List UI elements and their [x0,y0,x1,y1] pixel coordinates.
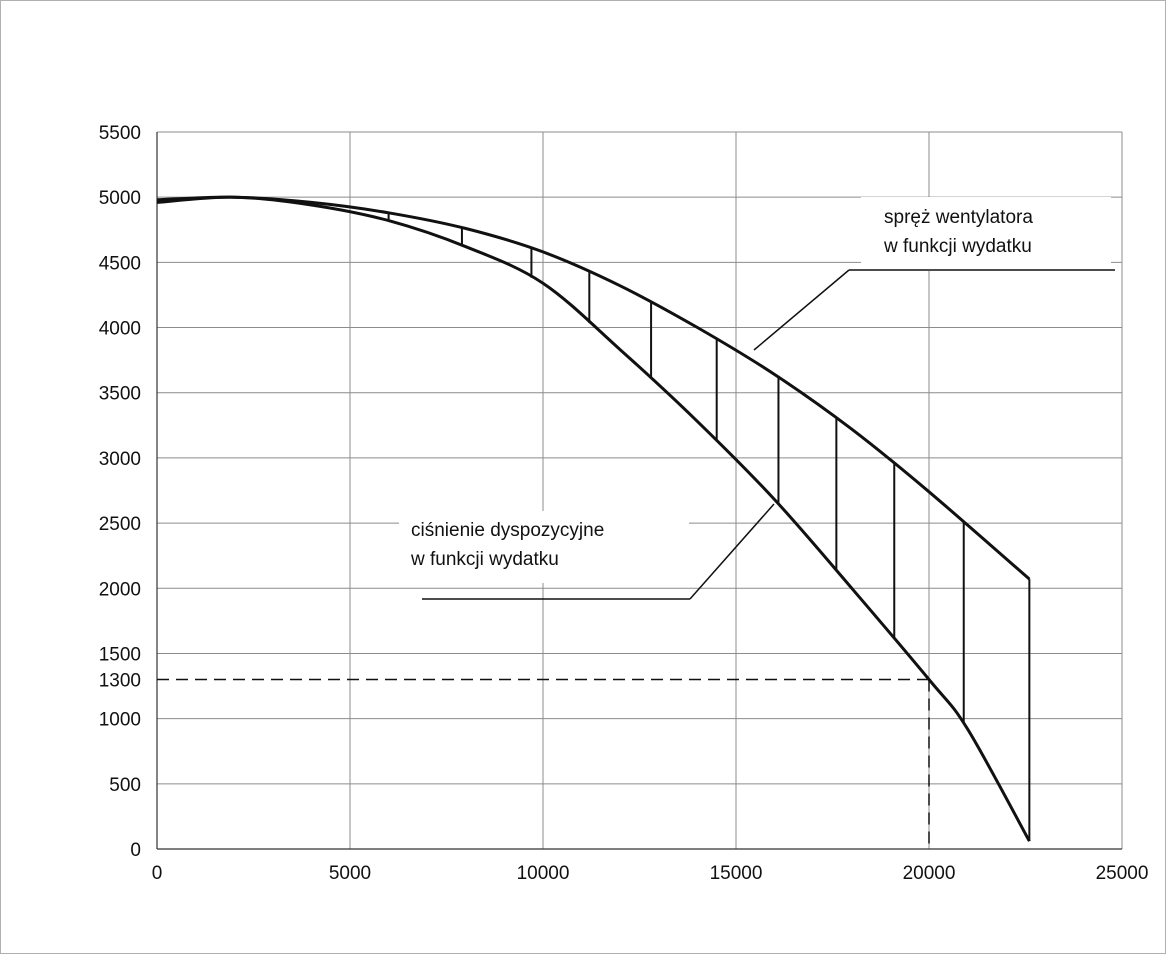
y-tick-label: 3000 [99,449,141,470]
annotation-label: ciśnienie dyspozycyjne [411,520,604,541]
y-tick-label: 500 [109,775,141,796]
fan-pressure-curve [156,195,1031,581]
x-tick-label: 20000 [903,863,956,884]
x-tick-label: 0 [152,863,163,884]
x-tick-label: 10000 [517,863,570,884]
annotation-background [861,197,1111,271]
annotation-background [399,511,689,583]
y-tick-label: 1000 [99,710,141,731]
x-tick-label: 15000 [710,863,763,884]
annotation-label: w funkcji wydatku [883,236,1032,257]
y-tick-label: 0 [130,840,141,861]
y-tick-label: 3500 [99,384,141,405]
annotation-label: spręż wentylatora [884,207,1033,228]
annotation-leader-line [753,269,850,351]
annotation-label: w funkcji wydatku [410,549,559,570]
y-tick-label: 5000 [99,188,141,209]
y-tick-label: 4500 [99,253,141,274]
annotation-leader-line [689,503,775,600]
y-tick-label: 4000 [99,319,141,340]
y-tick-label: 2500 [99,514,141,535]
x-tick-label: 5000 [329,863,371,884]
y-tick-label: 5500 [99,123,141,144]
y-tick-label: 1500 [99,644,141,665]
y-tick-label: 1300 [99,671,141,692]
y-tick-label: 2000 [99,579,141,600]
x-tick-label: 25000 [1096,863,1149,884]
